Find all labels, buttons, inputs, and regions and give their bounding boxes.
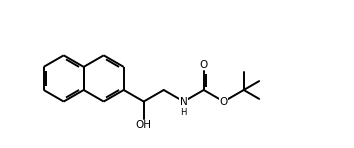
Text: N: N xyxy=(180,96,188,107)
Text: O: O xyxy=(200,60,208,70)
Text: O: O xyxy=(219,96,228,107)
Text: H: H xyxy=(181,108,187,117)
Text: OH: OH xyxy=(136,120,152,130)
